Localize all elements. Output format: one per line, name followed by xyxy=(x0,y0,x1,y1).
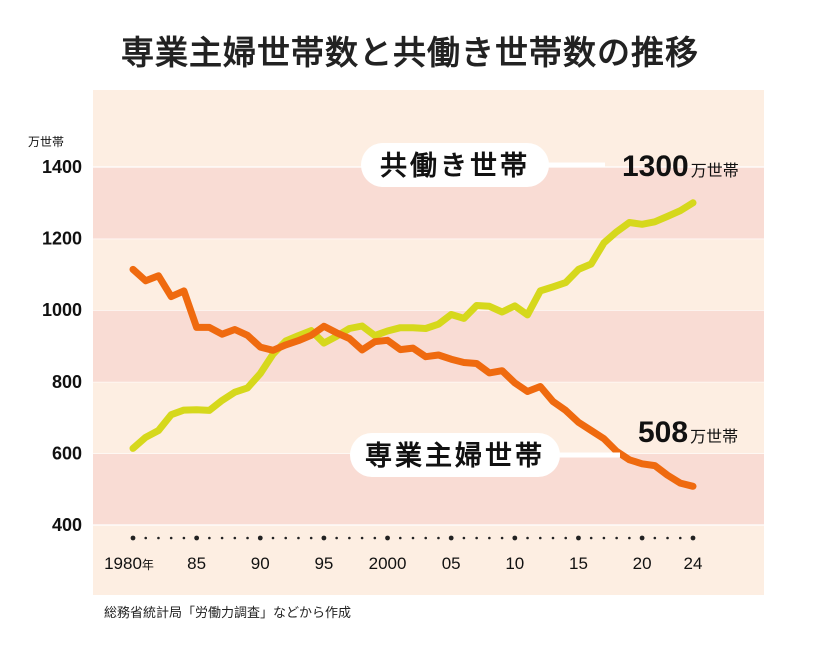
x-tick-mark xyxy=(448,535,454,541)
x-tick-mark xyxy=(335,536,338,540)
x-tick-mark xyxy=(130,535,136,541)
y-tick-label: 600 xyxy=(52,443,82,463)
x-tick-label: 10 xyxy=(505,554,524,573)
y-tick-label: 800 xyxy=(52,372,82,392)
x-tick-mark xyxy=(424,536,428,540)
x-axis: 1980年 85 90 95 2000 05 10 15 20 24 xyxy=(104,535,703,573)
x-tick-mark xyxy=(182,536,186,540)
x-tick-mark xyxy=(309,536,313,540)
x-tick-mark xyxy=(602,536,606,540)
end-value-housewife: 508 万世帯 xyxy=(638,416,738,449)
x-tick-mark xyxy=(678,536,682,540)
y-tick-label: 1400 xyxy=(42,157,82,177)
series-line-dual-income xyxy=(129,199,697,452)
x-tick-mark xyxy=(628,536,631,540)
x-tick-mark xyxy=(576,535,581,541)
source-note: 総務省統計局「労働力調査」などから作成 xyxy=(104,606,352,621)
x-tick-mark xyxy=(297,536,300,540)
x-tick-mark xyxy=(321,535,327,541)
y-tick-label: 400 xyxy=(52,515,82,535)
end-value-dual-income: 1300 万世帯 xyxy=(622,150,739,183)
grid-band xyxy=(93,238,764,311)
grid-band xyxy=(93,310,764,382)
x-tick-mark xyxy=(233,536,237,540)
grid-bands xyxy=(93,166,764,526)
y-tick-label: 1000 xyxy=(42,300,82,320)
x-tick-label: 2000 xyxy=(369,554,407,573)
x-tick-mark xyxy=(360,536,364,540)
x-tick-mark xyxy=(589,536,593,540)
series-name-label: 専業主婦世帯 xyxy=(365,440,545,472)
x-tick-label: 85 xyxy=(187,554,206,573)
x-tick-mark xyxy=(208,536,211,540)
x-tick-mark xyxy=(284,536,288,540)
x-tick-mark xyxy=(551,536,555,540)
x-tick-mark xyxy=(666,536,669,540)
x-tick-mark xyxy=(157,536,160,540)
x-tick-mark xyxy=(488,536,491,540)
x-tick-mark xyxy=(615,536,618,540)
series-name-label: 共働き世帯 xyxy=(380,150,530,182)
x-tick-mark xyxy=(385,535,390,541)
x-tick-label: 1980年 xyxy=(104,554,154,573)
x-tick-mark xyxy=(500,536,504,540)
x-tick-mark xyxy=(246,536,249,540)
x-tick-mark xyxy=(475,536,478,540)
x-tick-label: 15 xyxy=(569,554,588,573)
x-tick-mark xyxy=(194,535,200,541)
y-axis-unit: 万世帯 xyxy=(28,135,64,149)
x-tick-mark xyxy=(398,536,402,540)
x-tick-label: 90 xyxy=(251,554,270,573)
x-tick-mark xyxy=(538,536,542,540)
x-tick-label: 24 xyxy=(684,554,703,573)
x-tick-mark xyxy=(690,535,696,541)
y-tick-label: 1200 xyxy=(42,229,82,249)
x-tick-mark xyxy=(348,536,351,540)
x-tick-mark xyxy=(169,536,173,540)
x-tick-mark xyxy=(526,536,529,540)
x-tick-mark xyxy=(639,535,645,541)
series-label-pill xyxy=(350,433,560,477)
x-tick-mark xyxy=(437,536,440,540)
x-tick-label: 05 xyxy=(442,554,461,573)
x-tick-label: 20 xyxy=(633,554,652,573)
x-tick-mark xyxy=(220,536,224,540)
x-tick-mark xyxy=(653,536,657,540)
x-tick-mark xyxy=(271,536,275,540)
series-label-pill xyxy=(361,143,549,187)
x-tick-mark xyxy=(564,536,568,540)
x-tick-mark xyxy=(411,536,415,540)
series-lines xyxy=(129,199,697,490)
x-tick-mark xyxy=(373,536,377,540)
x-tick-mark xyxy=(512,535,518,541)
y-axis: 万世帯 1400 1200 1000 800 600 400 xyxy=(28,135,82,535)
x-tick-mark xyxy=(462,536,466,540)
x-tick-mark xyxy=(257,535,263,541)
series-line-housewife xyxy=(129,265,697,490)
x-tick-label: 95 xyxy=(314,554,333,573)
chart-title: 専業主婦世帯数と共働き世帯数の推移 xyxy=(121,33,699,72)
x-tick-mark xyxy=(144,536,148,540)
